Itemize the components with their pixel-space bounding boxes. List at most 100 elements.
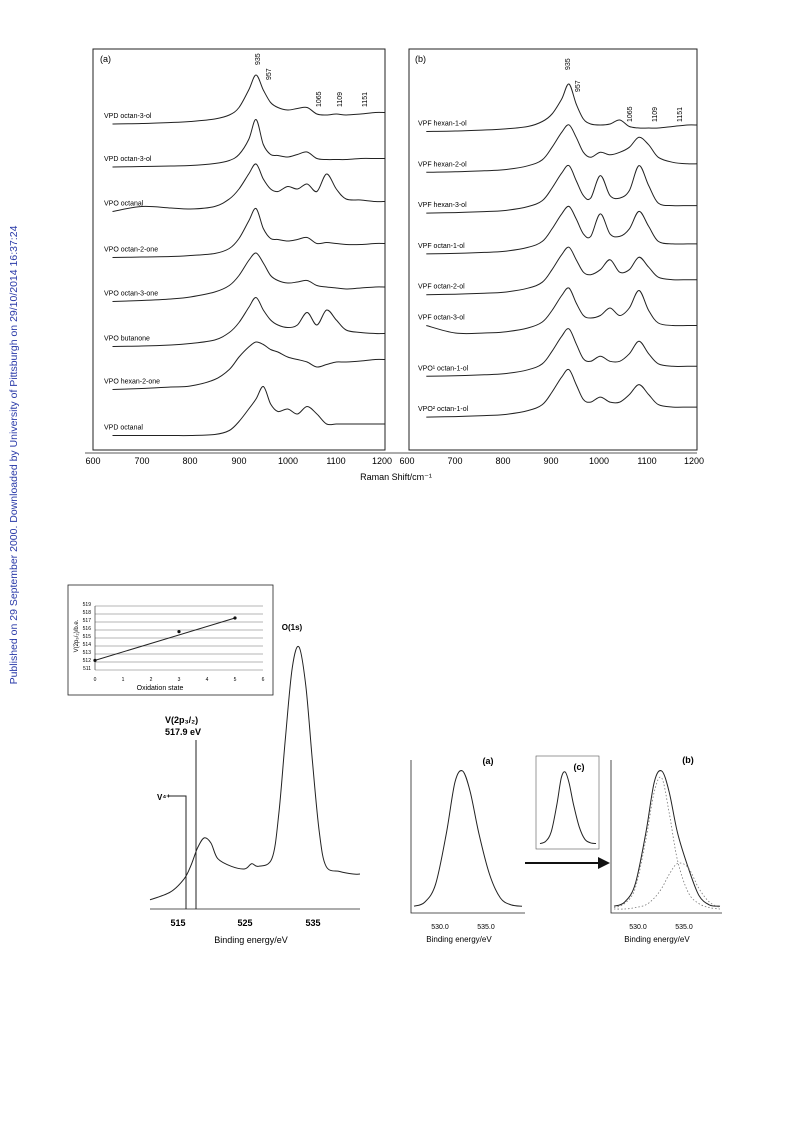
x-tick: 800 <box>495 456 510 466</box>
spectrum-line <box>112 341 386 390</box>
inset-y-title: V(2p₃/₂)/b.e. <box>74 619 80 652</box>
panel-a-label: (a) <box>100 54 111 64</box>
inset-y-tick: 514 <box>83 642 92 648</box>
panel-a-plot <box>413 770 523 907</box>
panel-a-frame <box>410 760 525 914</box>
spectrum-label: VPD octan-3-ol <box>104 156 152 163</box>
panel-b-x-tick: 535.0 <box>675 924 693 931</box>
spectrum-line <box>426 205 697 255</box>
spectrum-line <box>426 287 697 335</box>
spectrum-label: VPD octanal <box>104 425 143 432</box>
inset-x-tick: 3 <box>178 677 181 683</box>
spectrum-label: VPO butanone <box>104 336 150 343</box>
inset-y-tick: 519 <box>83 602 92 608</box>
spectrum-line <box>112 163 386 212</box>
x-tick: 900 <box>231 456 246 466</box>
x-tick: 700 <box>134 456 149 466</box>
panel-b-spectra: VPF hexan-1-ol VPF hexan-2-ol VPF hexan-3-… <box>418 83 698 418</box>
main-x-tick: 525 <box>237 918 252 928</box>
o1s-label: O(1s) <box>282 623 303 632</box>
inset-x-ticks: 0 1 2 3 4 5 6 <box>94 677 265 683</box>
xps-main-plot <box>149 645 361 901</box>
x-tick: 600 <box>85 456 100 466</box>
panel-b-frame <box>610 760 722 914</box>
xps-main: O(1s) V(2p₃/₂) 517.9 eV V⁴⁺ 515 525 535 … <box>149 623 361 945</box>
x-tick: 700 <box>447 456 462 466</box>
panel-a-peak-labels: 935 957 1065 1109 1151 <box>255 53 369 107</box>
peak-label: 1109 <box>652 107 659 122</box>
inset-y-ticks: 519 518 517 516 515 514 513 512 511 <box>83 602 92 672</box>
xps-panel-a: (a) 530.0 535.0 Binding energy/eV <box>410 756 525 944</box>
main-x-tick: 535 <box>305 918 320 928</box>
peak-label: 957 <box>266 68 273 80</box>
v4-label: V⁴⁺ <box>157 793 171 802</box>
main-x-tick: 515 <box>170 918 185 928</box>
spectrum-line <box>426 328 697 377</box>
spectrum-label: VPF octan-1-ol <box>418 243 465 250</box>
spectrum-label: VPF octan-2-ol <box>418 284 465 291</box>
peak-label: 1151 <box>677 107 684 122</box>
panel-b-label: (b) <box>682 755 694 765</box>
inset-fit-line <box>94 617 236 661</box>
x-tick: 1200 <box>372 456 392 466</box>
spectrum-label: VPF hexan-1-ol <box>418 121 467 128</box>
v2p-value: 517.9 eV <box>165 727 201 737</box>
watermark-text: Published on 29 September 2000. Download… <box>8 225 20 684</box>
inset-y-tick: 517 <box>83 618 92 624</box>
watermark-strip: Published on 29 September 2000. Download… <box>0 0 30 1121</box>
panel-c-label: (c) <box>574 762 585 772</box>
panel-b-envelope <box>613 770 721 907</box>
spectrum-label: VPF hexan-3-ol <box>418 202 467 209</box>
v2p-label: V(2p₃/₂) <box>165 715 198 725</box>
panel-a-curve <box>413 770 523 907</box>
spectrum-label: VPO octanal <box>104 201 144 208</box>
inset-plot <box>93 616 237 663</box>
inset-y-tick: 511 <box>83 666 91 672</box>
inset-point <box>177 630 181 634</box>
xps-panel-b: (b) 530.0 535.0 Binding energy/eV <box>610 755 722 944</box>
spectrum-line <box>426 368 697 418</box>
panel-c-plot <box>539 771 597 844</box>
x-tick: 1000 <box>278 456 298 466</box>
inset-x-tick: 2 <box>150 677 153 683</box>
inset-y-tick: 512 <box>83 658 92 664</box>
spectrum-label: VPD octan-3-ol <box>104 113 152 120</box>
inset-x-title: Oxidation state <box>137 685 184 692</box>
inset-grid <box>94 605 263 671</box>
spectrum-line <box>112 252 386 302</box>
x-tick: 900 <box>543 456 558 466</box>
main-x-title: Binding energy/eV <box>214 935 288 945</box>
inset-x-tick: 1 <box>122 677 125 683</box>
x-tick: 1100 <box>326 456 345 466</box>
peak-label: 935 <box>255 53 262 65</box>
spectrum-label: VPO hexan-2-one <box>104 379 160 386</box>
x-tick: 800 <box>182 456 197 466</box>
panel-b-label: (b) <box>415 54 426 64</box>
inset-point <box>233 616 237 620</box>
spectrum-label: VPO octan-2-one <box>104 247 158 254</box>
spectrum-line <box>112 207 386 258</box>
x-tick: 600 <box>399 456 414 466</box>
raman-x-axis: 600 700 800 900 1000 1100 1200 600 700 8… <box>85 452 704 482</box>
panel-a-frame <box>92 48 386 451</box>
inset-x-tick: 6 <box>262 677 265 683</box>
spectrum-line <box>112 386 385 437</box>
peak-label: 1065 <box>316 91 323 107</box>
spectrum-label: VPO octan-3-one <box>104 291 158 298</box>
panel-a-label: (a) <box>483 756 494 766</box>
xps-main-curve <box>149 645 361 901</box>
inset-y-tick: 516 <box>83 626 92 632</box>
v4-marker-line <box>169 795 187 909</box>
inset-x-tick: 4 <box>206 677 209 683</box>
panel-b-plot <box>613 770 721 910</box>
peak-label: 957 <box>575 80 582 92</box>
spectrum-label: VPF octan-3-ol <box>418 315 465 322</box>
x-tick: 1200 <box>684 456 704 466</box>
panel-b-component <box>613 776 721 910</box>
panel-a-x-tick: 530.0 <box>431 924 449 931</box>
xps-inset: 519 518 517 516 515 514 513 512 511 0 1 … <box>67 584 274 696</box>
panel-c-curve <box>539 771 597 844</box>
inset-y-tick: 513 <box>83 650 92 656</box>
spectrum-label: VPF hexan-2-ol <box>418 161 467 168</box>
x-tick: 1100 <box>637 456 656 466</box>
